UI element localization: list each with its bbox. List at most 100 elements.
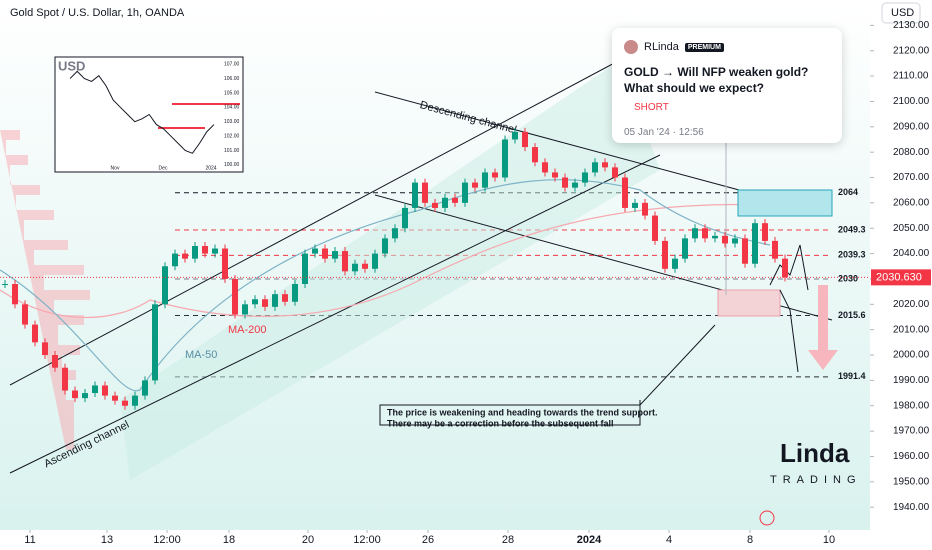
candle	[162, 266, 168, 305]
candle	[532, 147, 538, 163]
channel-fill	[120, 60, 660, 480]
candle	[52, 355, 58, 368]
y-tick-label: 1980.00	[893, 400, 930, 411]
inset-x-label: Dec	[159, 165, 168, 171]
candle	[92, 385, 98, 394]
inset-x-label: Nov	[111, 165, 120, 171]
candle	[312, 248, 318, 254]
avatar	[624, 40, 638, 54]
inset-y-label: 106.00	[224, 76, 240, 82]
inset-y-label: 103.00	[224, 119, 240, 125]
candle	[232, 278, 238, 315]
candle	[112, 395, 118, 401]
inset-y-label: 101.00	[224, 148, 240, 154]
candle	[602, 162, 608, 168]
candle	[622, 177, 628, 208]
ma200-label: MA-200	[228, 324, 267, 336]
y-tick-label: 2050.00	[893, 223, 930, 234]
x-tick-label: 11	[24, 534, 35, 546]
candle	[352, 263, 358, 272]
inset: USD 107.00 106.00 105.00 104.00 103.00 102.00…	[54, 56, 244, 173]
currency-button[interactable]	[881, 2, 921, 24]
candle	[572, 182, 578, 188]
candle	[742, 238, 748, 264]
forecast-2	[779, 289, 799, 373]
badge: PREMIUM	[684, 42, 724, 52]
y-tick-label: 2070.00	[893, 172, 930, 183]
candle	[452, 197, 458, 203]
ma-200	[0, 203, 771, 318]
candle	[582, 172, 588, 183]
ma-50	[0, 179, 771, 392]
candle	[702, 228, 708, 239]
time-axis	[0, 530, 870, 550]
candle	[192, 245, 198, 259]
forecast	[769, 244, 809, 291]
arrow-down	[808, 285, 838, 370]
y-tick-label: 2020.00	[893, 299, 930, 310]
x-tick-label: 4	[666, 534, 672, 546]
author: RLinda	[644, 41, 679, 53]
candle	[262, 299, 268, 307]
candle	[342, 251, 348, 272]
signal: SHORT	[634, 102, 669, 113]
level-label: 2049.3	[838, 224, 866, 234]
candle	[722, 235, 728, 244]
inset-y-label: 105.00	[224, 90, 240, 96]
candle	[462, 182, 468, 203]
candle	[212, 248, 218, 254]
y-tick-label: 2010.00	[893, 324, 930, 335]
candle	[522, 131, 528, 148]
candle	[292, 284, 298, 302]
date: 05 Jan '24 · 12:56	[624, 127, 704, 138]
x-tick-label: 20	[302, 534, 314, 546]
y-tick-label: 1990.00	[893, 375, 930, 386]
inset-y-label: 104.00	[224, 105, 240, 111]
logo-sub: TRADING	[770, 474, 862, 486]
note-line2: There may be a correction before the sub…	[387, 418, 614, 428]
candle	[652, 215, 658, 241]
candle	[22, 304, 28, 325]
last-price: 2030.630	[876, 271, 922, 283]
title: Gold Spot / U.S. Dollar, 1h, OANDA	[10, 7, 185, 19]
candle	[252, 299, 258, 305]
level-label: 2015.6	[838, 310, 866, 320]
idea-card[interactable]: RLinda PREMIUM GOLD → Will NFP weaken go…	[612, 28, 842, 143]
candle	[542, 162, 548, 173]
candle	[782, 258, 788, 278]
candle	[482, 172, 488, 188]
y-tick-label: 1970.00	[893, 426, 930, 437]
currency[interactable]: USD	[891, 7, 914, 19]
candle	[2, 284, 8, 286]
x-tick-label: 18	[223, 534, 235, 546]
candle	[282, 294, 288, 302]
y-tick-label: 1950.00	[893, 476, 930, 487]
candle	[752, 223, 758, 264]
candle	[392, 228, 398, 239]
candle	[152, 304, 158, 381]
candle	[512, 131, 518, 140]
level-label: 2064	[838, 187, 858, 197]
candle	[422, 182, 428, 203]
candle	[32, 324, 38, 343]
level-label: 1991.4	[838, 371, 866, 381]
note-line1: The price is weakening and heading towar…	[387, 407, 658, 417]
inset-y-label: 107.00	[224, 62, 240, 68]
logo: Linda	[780, 438, 850, 468]
y-tick-label: 2100.00	[893, 96, 930, 107]
flash-icon[interactable]	[759, 510, 775, 526]
candle	[412, 182, 418, 208]
inset-x-label: 2024	[205, 165, 216, 171]
x-tick-label: 12:00	[153, 534, 181, 546]
candle	[322, 248, 328, 259]
level-label: 2039.3	[838, 250, 866, 260]
candle	[732, 238, 738, 244]
candle	[302, 253, 308, 285]
candle	[682, 238, 688, 259]
ma50-label: MA-50	[185, 349, 217, 361]
candle	[772, 240, 778, 259]
candle	[642, 202, 648, 216]
x-tick-label: 13	[101, 534, 113, 546]
candle	[632, 202, 638, 208]
